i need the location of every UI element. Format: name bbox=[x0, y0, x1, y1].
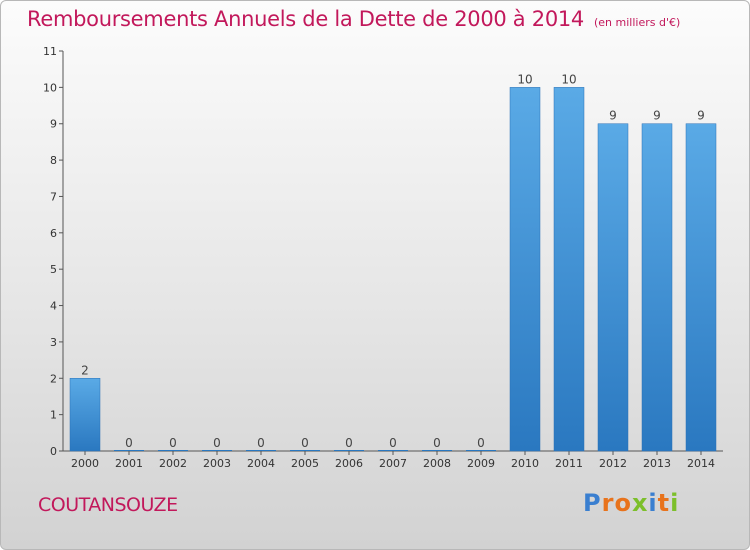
bar-2011 bbox=[553, 87, 585, 452]
data-labels: 2 0 0 0 0 0 0 0 0 0 10 10 9 9 9 bbox=[81, 72, 705, 450]
y-tick-label: 1 bbox=[50, 409, 57, 422]
data-label-2008: 0 bbox=[433, 436, 441, 450]
y-tick-label: 5 bbox=[50, 263, 57, 276]
x-tick-label: 2011 bbox=[555, 457, 583, 470]
bar-2008 bbox=[422, 450, 452, 451]
data-label-2009: 0 bbox=[477, 436, 485, 450]
data-label-2007: 0 bbox=[389, 436, 397, 450]
logo-letter: x bbox=[631, 489, 649, 517]
y-tick-label: 0 bbox=[50, 445, 57, 458]
x-tick-label: 2000 bbox=[71, 457, 99, 470]
logo-letter: r bbox=[601, 489, 615, 517]
x-tick-label: 2005 bbox=[291, 457, 319, 470]
chart-title: Remboursements Annuels de la Dette de 20… bbox=[27, 7, 584, 31]
y-tick-label: 10 bbox=[43, 81, 57, 94]
data-label-2006: 0 bbox=[345, 436, 353, 450]
data-label-2010: 10 bbox=[517, 72, 532, 86]
logo-letter: t bbox=[657, 489, 671, 517]
x-tick-label: 2003 bbox=[203, 457, 231, 470]
x-tick-label: 2012 bbox=[599, 457, 627, 470]
bar-2010 bbox=[509, 87, 541, 452]
bar-2009 bbox=[466, 450, 496, 451]
bar-2001 bbox=[114, 450, 144, 451]
bar-2014 bbox=[685, 123, 717, 452]
data-label-2002: 0 bbox=[169, 436, 177, 450]
x-tick-label: 2009 bbox=[467, 457, 495, 470]
data-label-2014: 9 bbox=[697, 109, 705, 123]
x-tick-label: 2004 bbox=[247, 457, 275, 470]
logo-letter: o bbox=[614, 489, 632, 517]
y-tick-label: 2 bbox=[50, 372, 57, 385]
data-label-2001: 0 bbox=[125, 436, 133, 450]
chart-subtitle: (en milliers d'€) bbox=[594, 16, 681, 29]
data-label-2005: 0 bbox=[301, 436, 309, 450]
title-row: Remboursements Annuels de la Dette de 20… bbox=[27, 7, 680, 31]
y-tick-label: 8 bbox=[50, 154, 57, 167]
data-label-2012: 9 bbox=[609, 109, 617, 123]
y-tick-label: 7 bbox=[50, 190, 57, 203]
data-label-2003: 0 bbox=[213, 436, 221, 450]
x-tick-label: 2002 bbox=[159, 457, 187, 470]
x-tick-label: 2001 bbox=[115, 457, 143, 470]
bar-2004 bbox=[246, 450, 276, 451]
commune-name: COUTANSOUZE bbox=[38, 494, 178, 516]
bar-2007 bbox=[378, 450, 408, 451]
logo-letter: i bbox=[648, 489, 658, 517]
bar-2002 bbox=[158, 450, 188, 451]
bar-2006 bbox=[334, 450, 364, 451]
data-label-2000: 2 bbox=[81, 363, 89, 377]
bar-2012 bbox=[597, 123, 629, 452]
y-tick-label: 4 bbox=[50, 300, 57, 313]
logo-letter: P bbox=[583, 489, 602, 517]
bar-2003 bbox=[202, 450, 232, 451]
bar-2013 bbox=[641, 123, 673, 452]
x-tick-label: 2007 bbox=[379, 457, 407, 470]
bars bbox=[69, 87, 717, 452]
y-tick-label: 11 bbox=[43, 45, 57, 58]
x-tick-label: 2010 bbox=[511, 457, 539, 470]
y-tick-label: 9 bbox=[50, 118, 57, 131]
y-tick-label: 6 bbox=[50, 227, 57, 240]
logo-letter: i bbox=[670, 489, 680, 517]
proxiti-logo[interactable]: Proxiti bbox=[583, 489, 679, 517]
x-tick-label: 2006 bbox=[335, 457, 363, 470]
data-label-2011: 10 bbox=[561, 72, 576, 86]
x-tick-label: 2014 bbox=[687, 457, 715, 470]
data-label-2004: 0 bbox=[257, 436, 265, 450]
x-tick-label: 2008 bbox=[423, 457, 451, 470]
bar-2005 bbox=[290, 450, 320, 451]
y-tick-label: 3 bbox=[50, 336, 57, 349]
bar-2000 bbox=[69, 378, 101, 452]
data-label-2013: 9 bbox=[653, 109, 661, 123]
x-tick-label: 2013 bbox=[643, 457, 671, 470]
